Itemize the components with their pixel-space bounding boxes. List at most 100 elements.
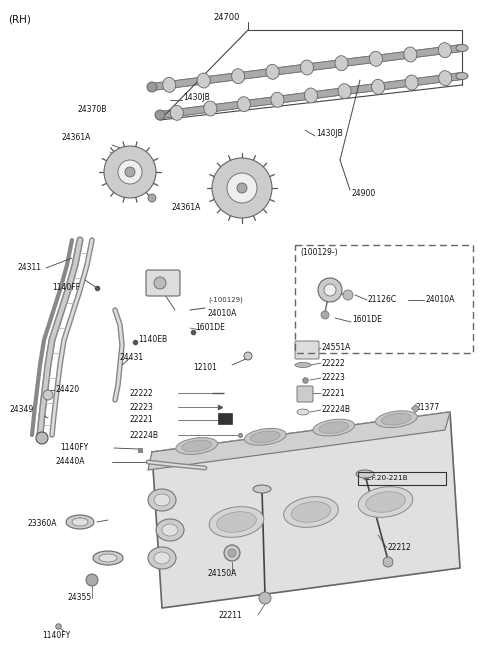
Ellipse shape [266, 64, 279, 79]
Ellipse shape [244, 428, 286, 445]
FancyBboxPatch shape [218, 413, 232, 424]
Circle shape [343, 290, 353, 300]
Text: 22211: 22211 [218, 611, 242, 619]
Ellipse shape [154, 494, 170, 506]
Text: 21126C: 21126C [368, 295, 397, 304]
Circle shape [154, 277, 166, 289]
Circle shape [237, 183, 247, 193]
Ellipse shape [176, 438, 217, 455]
Ellipse shape [375, 411, 417, 428]
Ellipse shape [295, 363, 311, 367]
Ellipse shape [335, 56, 348, 71]
Ellipse shape [209, 506, 264, 537]
Text: 1140FY: 1140FY [42, 630, 70, 640]
Text: (-100129): (-100129) [208, 297, 243, 303]
Text: 1601DE: 1601DE [195, 323, 225, 333]
FancyBboxPatch shape [146, 270, 180, 296]
Ellipse shape [366, 492, 405, 512]
Polygon shape [152, 412, 460, 608]
Ellipse shape [291, 502, 331, 522]
Circle shape [324, 284, 336, 296]
Ellipse shape [162, 524, 178, 536]
Text: 1430JB: 1430JB [316, 129, 343, 138]
Ellipse shape [404, 47, 417, 62]
Circle shape [383, 557, 393, 567]
Text: 21377: 21377 [415, 403, 439, 413]
Ellipse shape [163, 77, 176, 92]
Ellipse shape [300, 60, 313, 75]
Ellipse shape [99, 554, 117, 562]
Text: 24010A: 24010A [208, 308, 238, 318]
Ellipse shape [319, 422, 348, 434]
Ellipse shape [231, 69, 245, 84]
Text: 22224B: 22224B [322, 405, 351, 415]
Ellipse shape [304, 88, 317, 103]
Ellipse shape [356, 470, 374, 478]
Circle shape [125, 167, 135, 177]
Ellipse shape [72, 518, 88, 526]
Text: REF.20-221B: REF.20-221B [362, 475, 408, 481]
Text: 24348: 24348 [148, 270, 172, 279]
Circle shape [148, 194, 156, 202]
Text: 24431: 24431 [120, 354, 144, 363]
Ellipse shape [370, 51, 383, 66]
Ellipse shape [313, 419, 355, 436]
Ellipse shape [271, 92, 284, 108]
Text: 1430JB: 1430JB [183, 92, 210, 102]
Text: 23360A: 23360A [28, 518, 58, 527]
Ellipse shape [251, 431, 280, 443]
Text: 24349: 24349 [10, 405, 34, 415]
Ellipse shape [197, 73, 210, 88]
Ellipse shape [372, 79, 384, 94]
Ellipse shape [238, 96, 251, 112]
Text: 24370B: 24370B [77, 106, 107, 115]
Text: 22223: 22223 [322, 373, 346, 382]
Circle shape [228, 549, 236, 557]
Ellipse shape [382, 413, 411, 425]
Circle shape [259, 592, 271, 604]
Text: 1140EB: 1140EB [138, 335, 167, 344]
Text: 24700: 24700 [214, 14, 240, 22]
Circle shape [43, 390, 53, 400]
Circle shape [318, 278, 342, 302]
Ellipse shape [204, 101, 217, 116]
Text: 22221: 22221 [322, 388, 346, 398]
Text: 24420: 24420 [55, 386, 79, 394]
Ellipse shape [438, 43, 451, 58]
Ellipse shape [439, 71, 452, 86]
Circle shape [224, 545, 240, 561]
Text: 24361A: 24361A [172, 203, 202, 213]
Circle shape [118, 160, 142, 184]
Text: 24440A: 24440A [55, 457, 84, 466]
Text: 22222: 22222 [322, 358, 346, 367]
Text: (100129-): (100129-) [300, 247, 337, 256]
FancyBboxPatch shape [295, 341, 319, 359]
Text: 1140FF: 1140FF [52, 283, 80, 293]
Ellipse shape [297, 409, 309, 415]
Text: 24010A: 24010A [425, 295, 455, 304]
Text: 24361A: 24361A [62, 134, 91, 142]
Text: (RH): (RH) [8, 14, 31, 24]
Circle shape [244, 352, 252, 360]
Ellipse shape [147, 82, 157, 92]
Text: 24311: 24311 [18, 262, 42, 272]
Ellipse shape [170, 106, 183, 120]
Text: 24355: 24355 [68, 594, 92, 602]
Text: 12101: 12101 [193, 363, 217, 373]
Circle shape [227, 173, 257, 203]
FancyBboxPatch shape [297, 386, 313, 402]
Text: 24900: 24900 [352, 188, 376, 197]
Ellipse shape [148, 547, 176, 569]
Circle shape [321, 311, 329, 319]
Ellipse shape [182, 440, 212, 452]
Ellipse shape [338, 84, 351, 98]
Circle shape [104, 146, 156, 198]
Circle shape [36, 432, 48, 444]
Ellipse shape [456, 45, 468, 52]
Ellipse shape [156, 519, 184, 541]
Text: 24350D: 24350D [218, 194, 248, 203]
Ellipse shape [284, 497, 338, 527]
Circle shape [212, 158, 272, 218]
Ellipse shape [93, 551, 123, 565]
Text: 22221: 22221 [130, 415, 154, 424]
